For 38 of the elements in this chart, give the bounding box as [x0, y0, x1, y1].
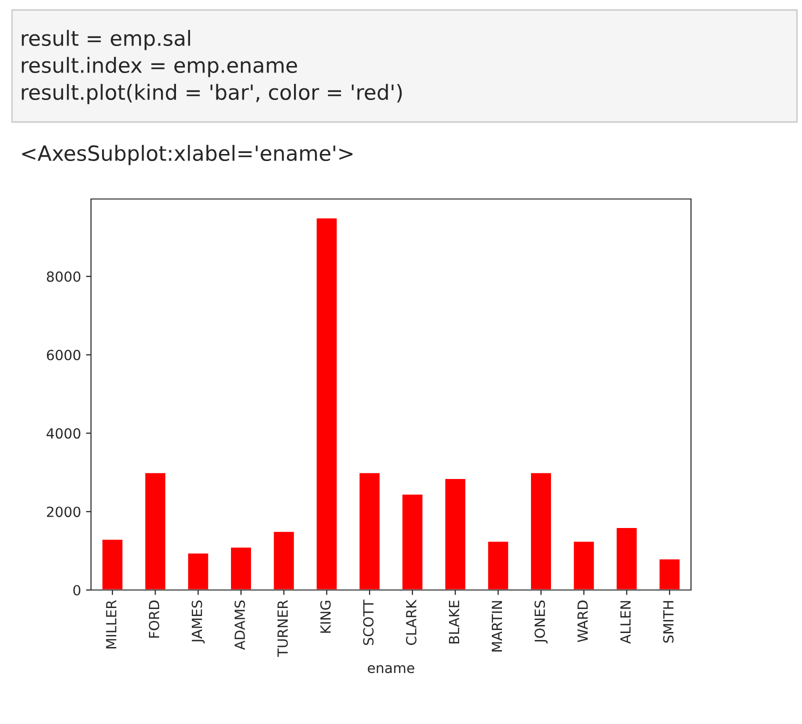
x-tick-label: JAMES	[192, 600, 205, 644]
text: result.plot(kind = 'bar', color = 'red')	[22, 84, 402, 104]
y-tick-label: 8000	[46, 271, 80, 282]
text: result = emp.sal	[22, 30, 190, 50]
text: result.index = emp.ename	[22, 56, 297, 78]
x-tick-label: SMITH	[663, 601, 674, 643]
bar	[401, 493, 424, 590]
y-tick-label: 4000	[46, 428, 80, 439]
bar	[658, 558, 681, 590]
y-tick-label: 2000	[46, 506, 80, 518]
bar	[101, 538, 124, 590]
bar	[358, 472, 381, 590]
bar	[230, 546, 252, 590]
x-tick-label: WARD	[578, 600, 588, 642]
bar	[572, 540, 596, 590]
x-tick-label: SCOTT	[363, 600, 374, 645]
bar	[144, 472, 167, 590]
bar	[444, 478, 467, 590]
x-tick-label: CLARK	[406, 599, 416, 645]
x-tick-label: BLAKE	[448, 600, 460, 644]
x-axis-title: ename	[368, 665, 414, 674]
bar	[486, 540, 510, 590]
bar	[315, 216, 338, 590]
x-tick-label: MARTIN	[492, 601, 502, 652]
x-tick-label: MILLER	[106, 600, 116, 648]
x-tick-label: ADAMS	[234, 600, 246, 650]
y-tick-label: 6000	[46, 350, 80, 360]
text: <AxesSubplot:xlabel='ename'>	[22, 144, 352, 166]
x-tick-label: FORD	[148, 600, 160, 638]
bar	[186, 552, 210, 590]
y-tick-label: 0	[73, 584, 80, 596]
bar	[615, 526, 638, 590]
x-tick-label: ALLEN	[620, 601, 631, 644]
bar	[530, 472, 552, 590]
x-tick-label: KING	[320, 600, 331, 633]
x-tick-label: JONES	[534, 600, 548, 644]
x-tick-label: TURNER	[278, 600, 288, 657]
bar	[272, 530, 296, 590]
